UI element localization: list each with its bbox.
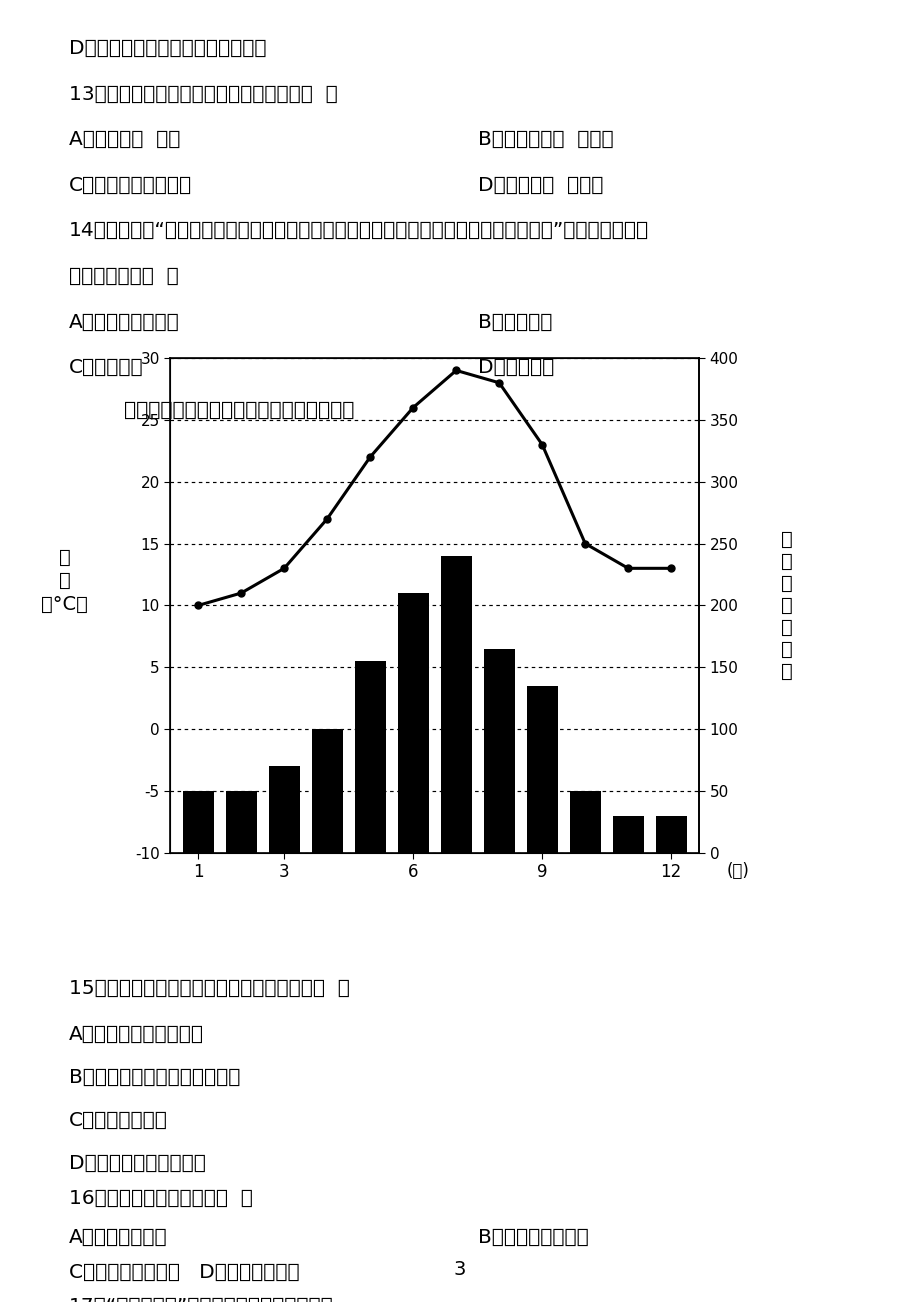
Text: 17．“地无三尺平”是对哪个高原的真实写照：: 17．“地无三尺平”是对哪个高原的真实写照： bbox=[69, 1297, 334, 1302]
Bar bbox=[527, 686, 557, 853]
Text: 16．该城市的气候类型是（  ）: 16．该城市的气候类型是（ ） bbox=[69, 1189, 253, 1208]
Text: 气
温
（°C）: 气 温 （°C） bbox=[41, 548, 87, 613]
Text: A．长江中下游地区: A．长江中下游地区 bbox=[69, 312, 179, 332]
Bar bbox=[440, 556, 471, 853]
Bar bbox=[355, 661, 385, 853]
Text: 降
水
量
（
毫
米
）: 降 水 量 （ 毫 米 ） bbox=[780, 530, 791, 681]
Text: B．温带大陆性气候: B．温带大陆性气候 bbox=[478, 1228, 588, 1247]
Text: 的景象出现在（  ）: 的景象出现在（ ） bbox=[69, 267, 178, 286]
Text: D．云贵高原、天山山脉、华北平原: D．云贵高原、天山山脉、华北平原 bbox=[69, 39, 267, 59]
Text: 15．关于该城市气候特点的叙述，正确的是（  ）: 15．关于该城市气候特点的叙述，正确的是（ ） bbox=[69, 979, 349, 999]
Text: C．终年炎热干燥: C．终年炎热干燥 bbox=[69, 1111, 167, 1130]
Bar bbox=[612, 815, 643, 853]
Text: A．热带雨林气候: A．热带雨林气候 bbox=[69, 1228, 167, 1247]
Bar bbox=[397, 594, 428, 853]
Text: C．云贵高原: C．云贵高原 bbox=[69, 358, 143, 378]
Bar bbox=[183, 792, 213, 853]
Text: A．冬长夏短，气候严寒: A．冬长夏短，气候严寒 bbox=[69, 1025, 204, 1044]
Bar bbox=[655, 815, 686, 853]
Text: C．亚热带季风气候   D．高原山地气候: C．亚热带季风气候 D．高原山地气候 bbox=[69, 1263, 300, 1282]
Text: D．湿润地区  亚热带: D．湿润地区 亚热带 bbox=[478, 176, 603, 195]
Text: 13．湖北省的干湿地区和温度带分别是：（  ）: 13．湖北省的干湿地区和温度带分别是：（ ） bbox=[69, 85, 337, 104]
Text: D．冬季多雨，夏季少雨: D．冬季多雨，夏季少雨 bbox=[69, 1154, 206, 1173]
Bar bbox=[569, 792, 600, 853]
Text: B．降水丰富，主要集中于夏季: B．降水丰富，主要集中于夏季 bbox=[69, 1068, 240, 1087]
Text: C．半干旱地区暖温带: C．半干旱地区暖温带 bbox=[69, 176, 192, 195]
Bar bbox=[225, 792, 256, 853]
Text: 14．唐诗有云“黄梅时节家家雨，青草池塘处处蛙。有约不来过夜半，闲敲棋子落灯花。”上述诗句中描述: 14．唐诗有云“黄梅时节家家雨，青草池塘处处蛙。有约不来过夜半，闲敲棋子落灯花。… bbox=[69, 221, 649, 241]
Text: A．湿润地区  热带: A．湿润地区 热带 bbox=[69, 130, 180, 150]
Text: D．东北平原: D．东北平原 bbox=[478, 358, 554, 378]
Bar bbox=[483, 648, 514, 853]
Text: (月): (月) bbox=[726, 862, 749, 880]
Text: B．半湿润地区  亚热带: B．半湿润地区 亚热带 bbox=[478, 130, 613, 150]
Bar bbox=[312, 729, 342, 853]
Text: B．华北平原: B．华北平原 bbox=[478, 312, 552, 332]
Text: 3: 3 bbox=[453, 1259, 466, 1279]
Text: 读我国某城市气候资料统计图，回答问题。: 读我国某城市气候资料统计图，回答问题。 bbox=[124, 401, 354, 421]
Bar bbox=[268, 766, 300, 853]
